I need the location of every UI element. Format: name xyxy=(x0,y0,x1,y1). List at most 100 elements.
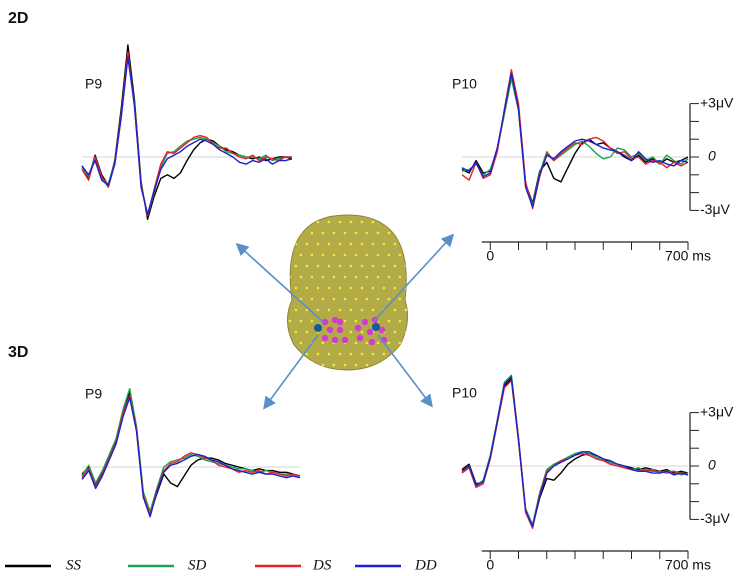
legend-label: DS xyxy=(312,557,332,573)
electrode-roi xyxy=(336,318,344,326)
electrode xyxy=(316,286,320,290)
electrode xyxy=(393,264,397,268)
electrode xyxy=(299,297,303,301)
line-chart: P9 xyxy=(81,386,301,518)
x-tick-label: 0 xyxy=(486,248,494,264)
electrode xyxy=(398,297,402,301)
electrode xyxy=(338,264,342,268)
electrode xyxy=(376,341,380,345)
electrode xyxy=(299,275,303,279)
electrode xyxy=(316,220,320,224)
electrode xyxy=(310,275,314,279)
electrode xyxy=(393,220,397,224)
electrode xyxy=(349,264,353,268)
electrode xyxy=(284,243,287,246)
waveform xyxy=(461,379,689,529)
electrode xyxy=(332,231,336,235)
electrode xyxy=(365,297,369,301)
electrode xyxy=(294,308,298,312)
electrode xyxy=(338,242,342,246)
x-tick-label: 700 ms xyxy=(665,248,711,264)
electrode xyxy=(305,308,309,312)
electrode xyxy=(343,319,347,323)
electrode xyxy=(365,341,369,345)
waveform xyxy=(461,378,689,528)
electrode xyxy=(387,319,391,323)
electrode xyxy=(343,363,347,367)
legend-label: DD xyxy=(414,557,437,573)
electrode xyxy=(360,264,364,268)
waveform xyxy=(461,376,689,528)
electrode xyxy=(294,330,298,334)
electrode-p9 xyxy=(314,324,322,332)
waveform xyxy=(81,56,293,215)
electrode xyxy=(288,253,292,257)
electrode xyxy=(288,341,292,345)
electrode-roi xyxy=(368,338,376,346)
electrode xyxy=(327,264,331,268)
electrode-roi xyxy=(378,326,386,334)
electrode xyxy=(321,297,325,301)
electrode xyxy=(382,352,386,356)
waveform xyxy=(461,374,689,526)
electrode-roi xyxy=(336,326,344,334)
electrode xyxy=(376,297,380,301)
electrode xyxy=(354,275,358,279)
electrode xyxy=(398,341,402,345)
electrode xyxy=(332,275,336,279)
electrode xyxy=(349,330,353,334)
electrode xyxy=(365,231,369,235)
electrode xyxy=(398,253,402,257)
waveform xyxy=(81,388,301,513)
electrode xyxy=(332,297,336,301)
electrode xyxy=(410,320,413,323)
electrode xyxy=(343,231,347,235)
electrode xyxy=(354,231,358,235)
electrode xyxy=(284,353,287,356)
electrode-roi xyxy=(321,318,329,326)
electrode xyxy=(387,231,391,235)
electrode xyxy=(321,253,325,257)
electrode xyxy=(321,363,325,367)
electrode xyxy=(354,253,358,257)
electrode-roi xyxy=(366,328,374,336)
x-tick-label: 700 ms xyxy=(665,557,711,573)
electrode xyxy=(382,286,386,290)
electrode xyxy=(299,363,303,367)
head-diagram xyxy=(235,214,455,410)
electrode xyxy=(332,253,336,257)
y-tick-label: -3μV xyxy=(700,510,731,526)
electrode xyxy=(288,319,292,323)
electrode xyxy=(376,253,380,257)
electrode-roi xyxy=(354,324,362,332)
electrode xyxy=(360,286,364,290)
electrode xyxy=(316,308,320,312)
electrode xyxy=(321,275,325,279)
waveform xyxy=(81,44,293,220)
electrode xyxy=(393,330,397,334)
electrode xyxy=(284,331,287,334)
waveform xyxy=(461,72,689,208)
electrode-roi xyxy=(326,326,334,334)
electrode xyxy=(404,242,408,246)
electrode xyxy=(310,363,314,367)
electrode xyxy=(365,275,369,279)
electrode xyxy=(360,352,364,356)
arrow xyxy=(377,334,433,408)
y-tick-label: +3μV xyxy=(700,403,734,419)
electrode xyxy=(349,220,353,224)
waveform xyxy=(461,69,689,210)
legend-label: SS xyxy=(66,557,82,573)
electrode xyxy=(327,286,331,290)
electrode xyxy=(393,242,397,246)
electrode xyxy=(404,220,408,224)
electrode xyxy=(382,264,386,268)
electrode xyxy=(338,352,342,356)
electrode xyxy=(410,298,413,301)
electrode-roi xyxy=(331,316,339,324)
electrode xyxy=(343,253,347,257)
electrode xyxy=(299,319,303,323)
electrode xyxy=(410,276,413,279)
electrode xyxy=(398,275,402,279)
